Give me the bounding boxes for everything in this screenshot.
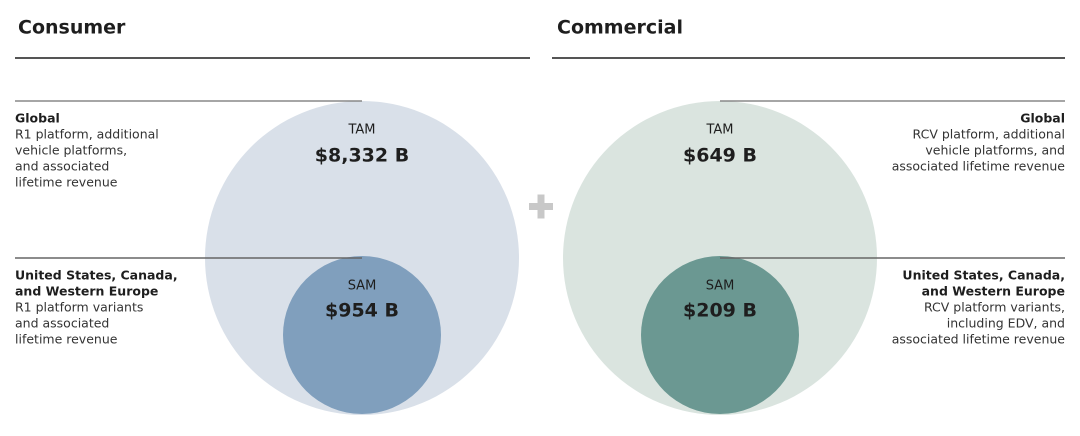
market-heading: United States, Canada, xyxy=(15,268,178,283)
sam-label: SAM xyxy=(348,279,377,294)
market-description: R1 platform, additional xyxy=(15,127,159,142)
sam-circle xyxy=(641,256,799,414)
tam-label: TAM xyxy=(705,123,733,138)
tam-label: TAM xyxy=(347,123,375,138)
market-heading: Global xyxy=(1020,111,1065,126)
panel-title: Consumer xyxy=(18,17,126,39)
sam-circle xyxy=(283,256,441,414)
market-description: lifetime revenue xyxy=(15,332,118,347)
market-description: RCV platform, additional xyxy=(913,127,1065,142)
market-description: including EDV, and xyxy=(947,316,1065,331)
tam-value: $8,332 B xyxy=(315,145,409,167)
market-description: R1 platform variants xyxy=(15,300,143,315)
market-description: vehicle platforms, and xyxy=(925,143,1065,158)
sam-label: SAM xyxy=(706,279,735,294)
market-description: associated lifetime revenue xyxy=(892,159,1066,174)
market-description: vehicle platforms, xyxy=(15,143,127,158)
market-description: RCV platform variants, xyxy=(924,300,1065,315)
market-heading: and Western Europe xyxy=(15,284,158,299)
market-heading: and Western Europe xyxy=(922,284,1065,299)
tam-value: $649 B xyxy=(683,145,757,167)
plus-sign xyxy=(529,194,553,219)
panel-title: Commercial xyxy=(557,17,683,39)
market-description: and associated xyxy=(15,159,109,174)
market-heading: United States, Canada, xyxy=(902,268,1065,283)
sam-value: $209 B xyxy=(683,300,757,322)
market-heading: Global xyxy=(15,111,60,126)
market-description: and associated xyxy=(15,316,109,331)
market-description: lifetime revenue xyxy=(15,175,118,190)
market-description: associated lifetime revenue xyxy=(892,332,1066,347)
sam-value: $954 B xyxy=(325,300,399,322)
